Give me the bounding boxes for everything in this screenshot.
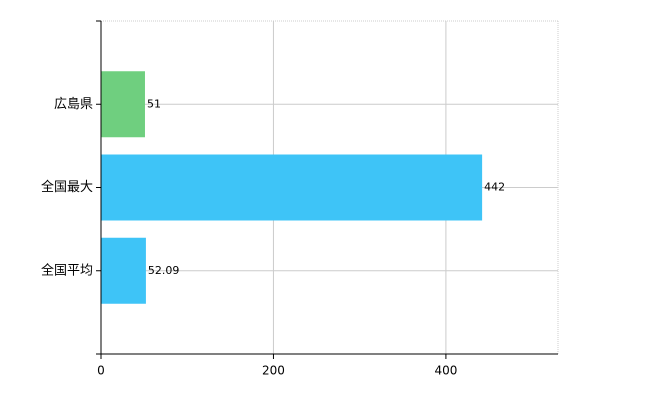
bar — [101, 154, 483, 221]
value-label: 52.09 — [148, 264, 180, 277]
value-label: 442 — [484, 181, 505, 194]
x-tick-label: 400 — [434, 364, 457, 378]
x-tick-label: 0 — [97, 364, 105, 378]
value-label: 51 — [147, 97, 161, 110]
y-tick-label: 全国平均 — [41, 262, 93, 278]
x-tick-label: 200 — [262, 364, 285, 378]
y-tick-label: 広島県 — [54, 97, 93, 112]
bar — [101, 237, 146, 304]
bar — [101, 71, 145, 138]
y-tick-label: 全国最大 — [41, 179, 93, 195]
